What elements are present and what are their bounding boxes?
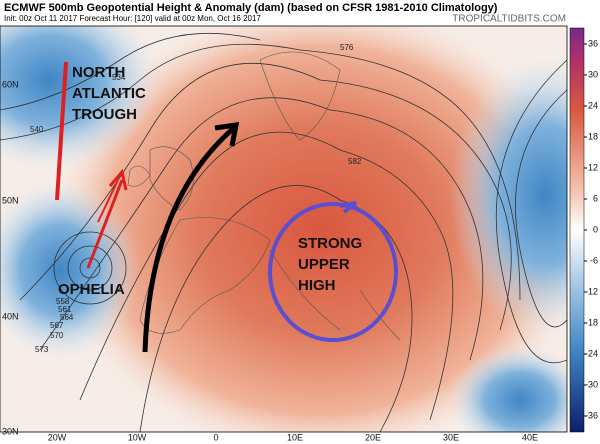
- annotation-text: UPPER: [298, 256, 350, 273]
- colorbar-label: 6: [593, 193, 598, 203]
- latitude-label: 30N: [2, 426, 19, 436]
- anomaly-low: [0, 26, 160, 170]
- source: TROPICALTIDBITS.COM: [452, 14, 566, 25]
- annotation-text: ATLANTIC: [72, 85, 146, 102]
- title: ECMWF 500mb Geopotential Height & Anomal…: [4, 2, 498, 14]
- colorbar-label: 18: [588, 131, 598, 141]
- storm-track-arrow: [86, 168, 128, 269]
- storm-track-arrow: [97, 179, 119, 223]
- contour-label: 570: [50, 331, 64, 340]
- longitude-label: 30E: [443, 432, 459, 442]
- anomaly-low: [450, 345, 567, 432]
- annotation-text: NORTH: [72, 64, 125, 81]
- colorbar-label: 24: [588, 100, 598, 110]
- longitude-label: 0: [213, 432, 218, 442]
- contour-label: 582: [348, 157, 362, 166]
- colorbar-label: 36: [588, 38, 598, 48]
- latitude-label: 50N: [2, 195, 19, 205]
- annotation-text: TROUGH: [72, 106, 137, 123]
- contour-label: 573: [35, 345, 49, 354]
- colorbar-label: -30: [585, 379, 598, 389]
- trough-axis: [55, 61, 68, 201]
- colorbar-label: -36: [585, 410, 598, 420]
- colorbar: [569, 27, 585, 433]
- latitude-label: 60N: [2, 79, 19, 89]
- longitude-label: 10W: [128, 432, 147, 442]
- longitude-label: 20W: [48, 432, 67, 442]
- contour-label: 561: [58, 305, 72, 314]
- jet-arrow: [142, 122, 240, 353]
- contour-label: 534: [112, 73, 126, 82]
- contour-label: 576: [340, 43, 354, 52]
- colorbar-label: -12: [585, 286, 598, 296]
- longitude-label: 20E: [365, 432, 381, 442]
- high-circle: [268, 202, 398, 342]
- contour-label: 540: [30, 125, 44, 134]
- contour-label: 558: [56, 297, 70, 306]
- coastlines: [127, 51, 401, 341]
- colorbar-label: -24: [585, 348, 598, 358]
- annotation-text: OPHELIA: [58, 281, 125, 298]
- map-frame: [0, 25, 568, 433]
- annotation-text: HIGH: [298, 277, 336, 294]
- height-contours: [0, 32, 567, 432]
- latitude-label: 40N: [2, 311, 19, 321]
- longitude-label: 40E: [522, 432, 538, 442]
- high-circle-arrow: [339, 201, 358, 214]
- contour-label: 567: [50, 321, 64, 330]
- colorbar-label: 0: [593, 224, 598, 234]
- colorbar-label: 12: [588, 162, 598, 172]
- colorbar-label: -6: [590, 255, 598, 265]
- subtitle: Init: 00z Oct 11 2017 Forecast Hour: [12…: [4, 14, 261, 23]
- colorbar-label: 30: [588, 69, 598, 79]
- contour-label: 564: [60, 313, 74, 322]
- longitude-label: 10E: [287, 432, 303, 442]
- annotation-text: STRONG: [298, 235, 362, 252]
- colorbar-label: -18: [585, 317, 598, 327]
